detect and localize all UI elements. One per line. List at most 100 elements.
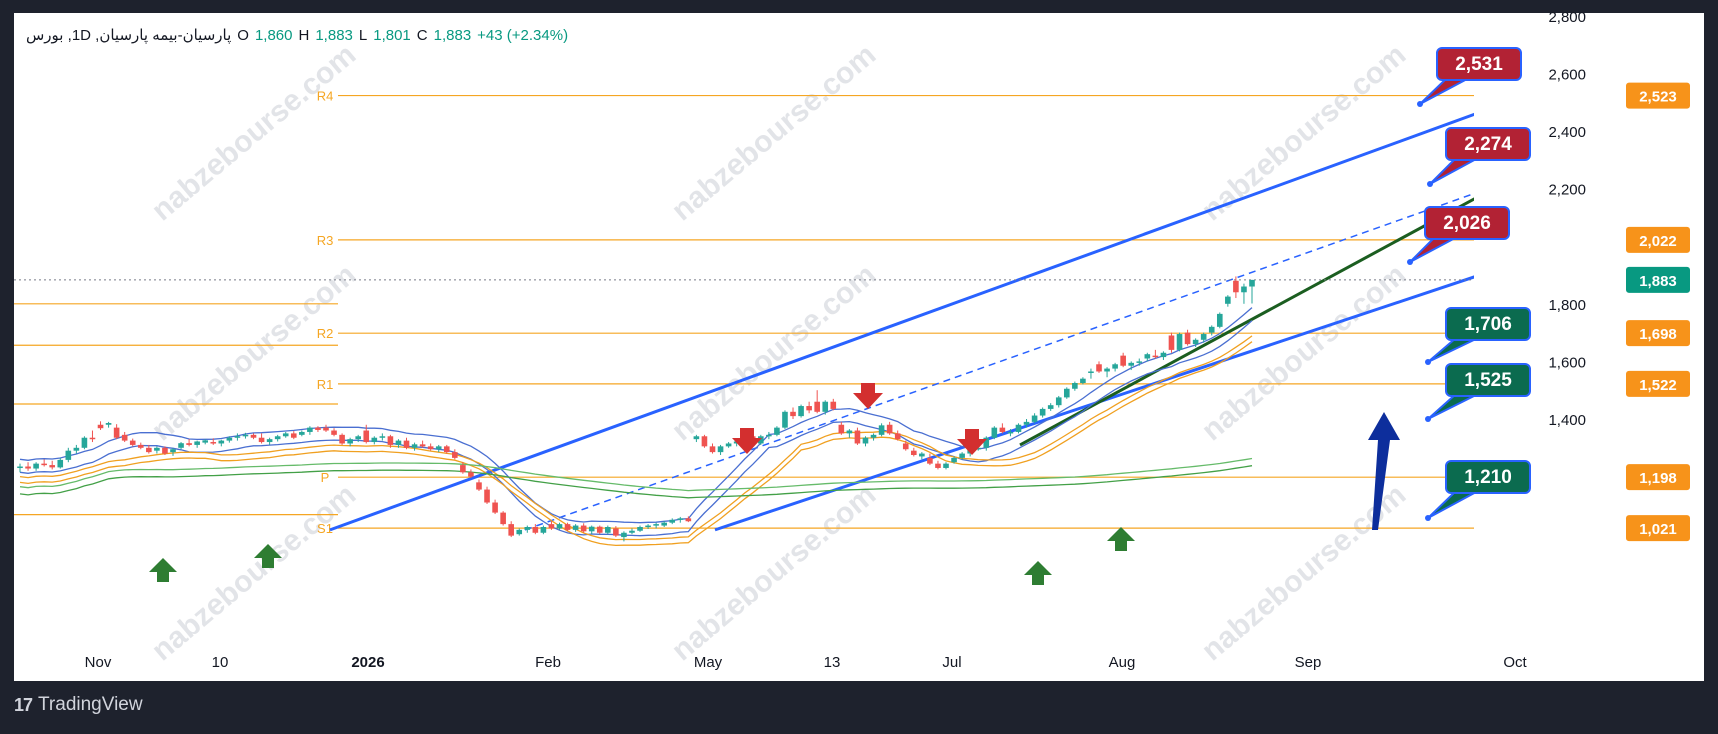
candle-body (1160, 352, 1167, 358)
candle-body (468, 472, 474, 477)
candle-body (500, 512, 506, 525)
price-tick-label: 1,400 (1548, 412, 1586, 429)
time-tick-label: Aug (1109, 654, 1136, 671)
target-labels: 2,531 2,274 2,026 1,706 1,525 1,210 (1407, 47, 1531, 521)
pivot-name-r4: R4 (317, 89, 334, 104)
time-tick-label: 2026 (351, 654, 384, 671)
candle-body (999, 427, 1006, 432)
blue-up-arrow-icon (1368, 412, 1400, 530)
candle-body (1031, 415, 1038, 422)
down-arrow-icon (853, 383, 883, 409)
candle-body (1136, 361, 1143, 363)
last-price-tag-text: 1,883 (1639, 273, 1677, 290)
price-tick-label: 1,600 (1548, 354, 1586, 371)
up-arrow-icon (254, 544, 282, 568)
tradingview-footer[interactable]: 17 TradingView (14, 694, 143, 716)
candle-body (363, 430, 370, 443)
target-callout-box (1445, 307, 1531, 341)
candle-body (427, 446, 434, 450)
candle-body (717, 446, 724, 453)
candle-body (347, 439, 353, 444)
candle-body (862, 437, 869, 444)
candle-body (661, 522, 667, 526)
last-price-tag (1626, 266, 1690, 293)
pivot-name-s1: S1 (317, 521, 333, 536)
candle-body (443, 446, 450, 453)
candle-body (371, 437, 378, 443)
candle-body (97, 424, 104, 429)
price-tick-label: 2,400 (1548, 124, 1586, 141)
signal-arrows (149, 383, 1400, 585)
target-callout-box (1445, 460, 1531, 494)
pivot-price-tag (1626, 515, 1690, 542)
candle-body (258, 437, 265, 443)
target-anchor-dot (1427, 181, 1433, 187)
candle-body (1096, 364, 1102, 372)
pivot-levels: R4 R3 R2 R1 P S1 (14, 89, 1474, 536)
up-arrow-icon (1024, 561, 1052, 585)
candle-body (81, 437, 88, 448)
candles (17, 276, 1255, 542)
candle-body (403, 440, 410, 448)
candle-body (1055, 397, 1062, 406)
ma-orange-lower (19, 341, 1253, 547)
candle-body (226, 437, 233, 441)
time-axis[interactable]: Nov 10 2026 Feb May 13 Jul Aug Sep Oct (85, 654, 1528, 671)
candle-body (774, 427, 780, 435)
close-label: C (416, 26, 428, 44)
candle-body (170, 449, 176, 453)
trend-line-green (1019, 197, 1474, 447)
candle-body (758, 436, 764, 444)
candle-body (540, 527, 547, 533)
candle-body (685, 518, 692, 522)
candle-body (1144, 354, 1151, 359)
candle-body (290, 433, 297, 438)
target-anchor-dot (1417, 101, 1423, 107)
time-tick-label: Jul (942, 654, 961, 671)
chart-canvas (14, 13, 1704, 681)
candle-body (1128, 362, 1135, 366)
candle-body (645, 525, 651, 528)
candle-body (121, 434, 128, 441)
price-tick-label: 2,600 (1548, 66, 1586, 83)
candle-body (943, 463, 949, 468)
open-label: O (237, 26, 249, 44)
candle-body (822, 401, 829, 412)
channel-mid-dashed-line (524, 192, 1474, 531)
candle-body (137, 444, 144, 448)
tradingview-logo-icon: 17 (14, 694, 33, 715)
candle-body (870, 434, 877, 438)
candle-body (1120, 355, 1126, 366)
candle-body (975, 447, 982, 450)
price-tick-label: 2,200 (1548, 182, 1586, 199)
candle-body (782, 411, 788, 428)
candle-body (919, 453, 925, 457)
candle-body (355, 436, 361, 440)
pivot-price-tag (1626, 370, 1690, 397)
candle-body (154, 447, 160, 451)
ma-green-lower (19, 465, 1253, 499)
candle-body (323, 427, 329, 431)
pivot-name-r1: R1 (317, 377, 334, 392)
candle-body (1088, 371, 1094, 373)
candle-body (1007, 431, 1014, 434)
pivot-price-tag-text: 2,022 (1639, 233, 1677, 250)
pivot-name-r2: R2 (317, 326, 334, 341)
change-value: +43 (+2.34%) (477, 26, 569, 44)
up-arrow-icon (1107, 527, 1135, 551)
candle-body (854, 430, 861, 444)
candle-body (1241, 286, 1247, 293)
candle-body (951, 457, 957, 463)
target-anchor-dot (1407, 259, 1413, 265)
candle-body (1200, 334, 1207, 340)
price-axis[interactable]: 1,400 1,600 1,800 2,200 2,400 2,600 2,800 2,523… (1548, 9, 1690, 542)
candle-body (146, 447, 152, 453)
candle-body (411, 444, 418, 448)
pivot-name-p: P (321, 470, 330, 485)
candle-body (17, 466, 23, 469)
candle-body (1112, 364, 1118, 369)
symbol-name[interactable]: پارسیان-بیمه پارسیان, 1D, بورس (26, 27, 232, 44)
candle-body (637, 527, 643, 531)
candle-body (1080, 378, 1086, 383)
